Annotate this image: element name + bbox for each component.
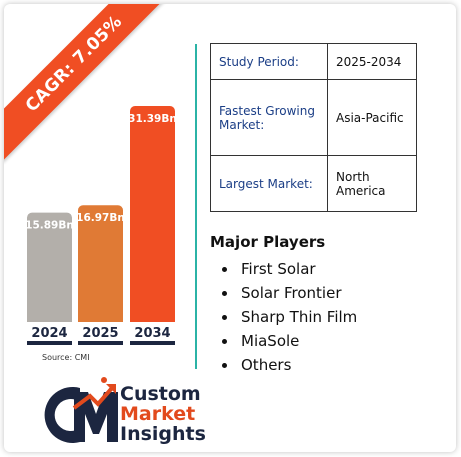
player-name: Sharp Thin Film (241, 308, 358, 326)
player-item: Others (222, 353, 357, 377)
player-name: First Solar (241, 260, 316, 278)
bar-value-label: 31.39Bn (128, 113, 177, 125)
logo-line-insights: Insights (120, 423, 206, 445)
player-item: Solar Frontier (222, 281, 357, 305)
info-row: Study Period: 2025-2034 (210, 43, 417, 80)
player-item: First Solar (222, 257, 357, 281)
company-logo: Custom Market Insights (34, 370, 224, 452)
category-label: 2024 (31, 326, 67, 341)
bar-value-label: 16.97Bn (76, 212, 125, 224)
market-info-table: Study Period: 2025-2034 Fastest Growing Ma… (210, 43, 417, 212)
infographic-card: 15.89Bn 2024 16.97Bn 2025 31.39Bn 2034 CAGR: … (4, 4, 456, 452)
info-value: North America (327, 155, 417, 212)
logo-line-market: Market (120, 403, 196, 425)
year-label-box (27, 322, 72, 342)
year-underline (27, 341, 72, 345)
source-note: Source: CMI (42, 353, 90, 362)
major-players-list: First Solar Solar Frontier Sharp Thin Film… (222, 257, 357, 377)
bullet-icon (222, 314, 227, 320)
info-key: Fastest Growing Market: (210, 79, 328, 156)
logo-line-custom: Custom (120, 383, 201, 405)
year-label-box (78, 322, 123, 342)
player-name: MiaSole (241, 332, 300, 350)
player-name: Others (241, 356, 292, 374)
info-key: Largest Market: (210, 155, 328, 212)
year-label-box (130, 322, 175, 342)
bullet-icon (222, 362, 227, 368)
info-row: Largest Market: North America (210, 155, 417, 212)
major-players-title: Major Players (210, 233, 326, 251)
bar-2025 (78, 205, 123, 328)
info-row: Fastest Growing Market: Asia-Pacific (210, 79, 417, 156)
info-key: Study Period: (210, 43, 328, 80)
bullet-icon (222, 338, 227, 344)
player-item: MiaSole (222, 329, 357, 353)
bar-value-label: 15.89Bn (25, 220, 74, 232)
cmi-logo-mark-icon (44, 377, 118, 443)
player-name: Solar Frontier (241, 284, 342, 302)
bar-2034 (130, 106, 175, 328)
info-value: 2025-2034 (327, 43, 417, 80)
market-size-chart: 15.89Bn 2024 16.97Bn 2025 31.39Bn 2034 (25, 106, 177, 345)
bullet-icon (222, 290, 227, 296)
category-label: 2025 (82, 326, 118, 341)
bullet-icon (222, 266, 227, 272)
year-underline (130, 341, 175, 345)
info-value: Asia-Pacific (327, 79, 417, 156)
category-label: 2034 (134, 326, 170, 341)
player-item: Sharp Thin Film (222, 305, 357, 329)
year-underline (78, 341, 123, 345)
logo-wordmark: Custom Market Insights (120, 384, 206, 444)
bar-2024 (27, 212, 72, 328)
divider-line (195, 44, 197, 369)
